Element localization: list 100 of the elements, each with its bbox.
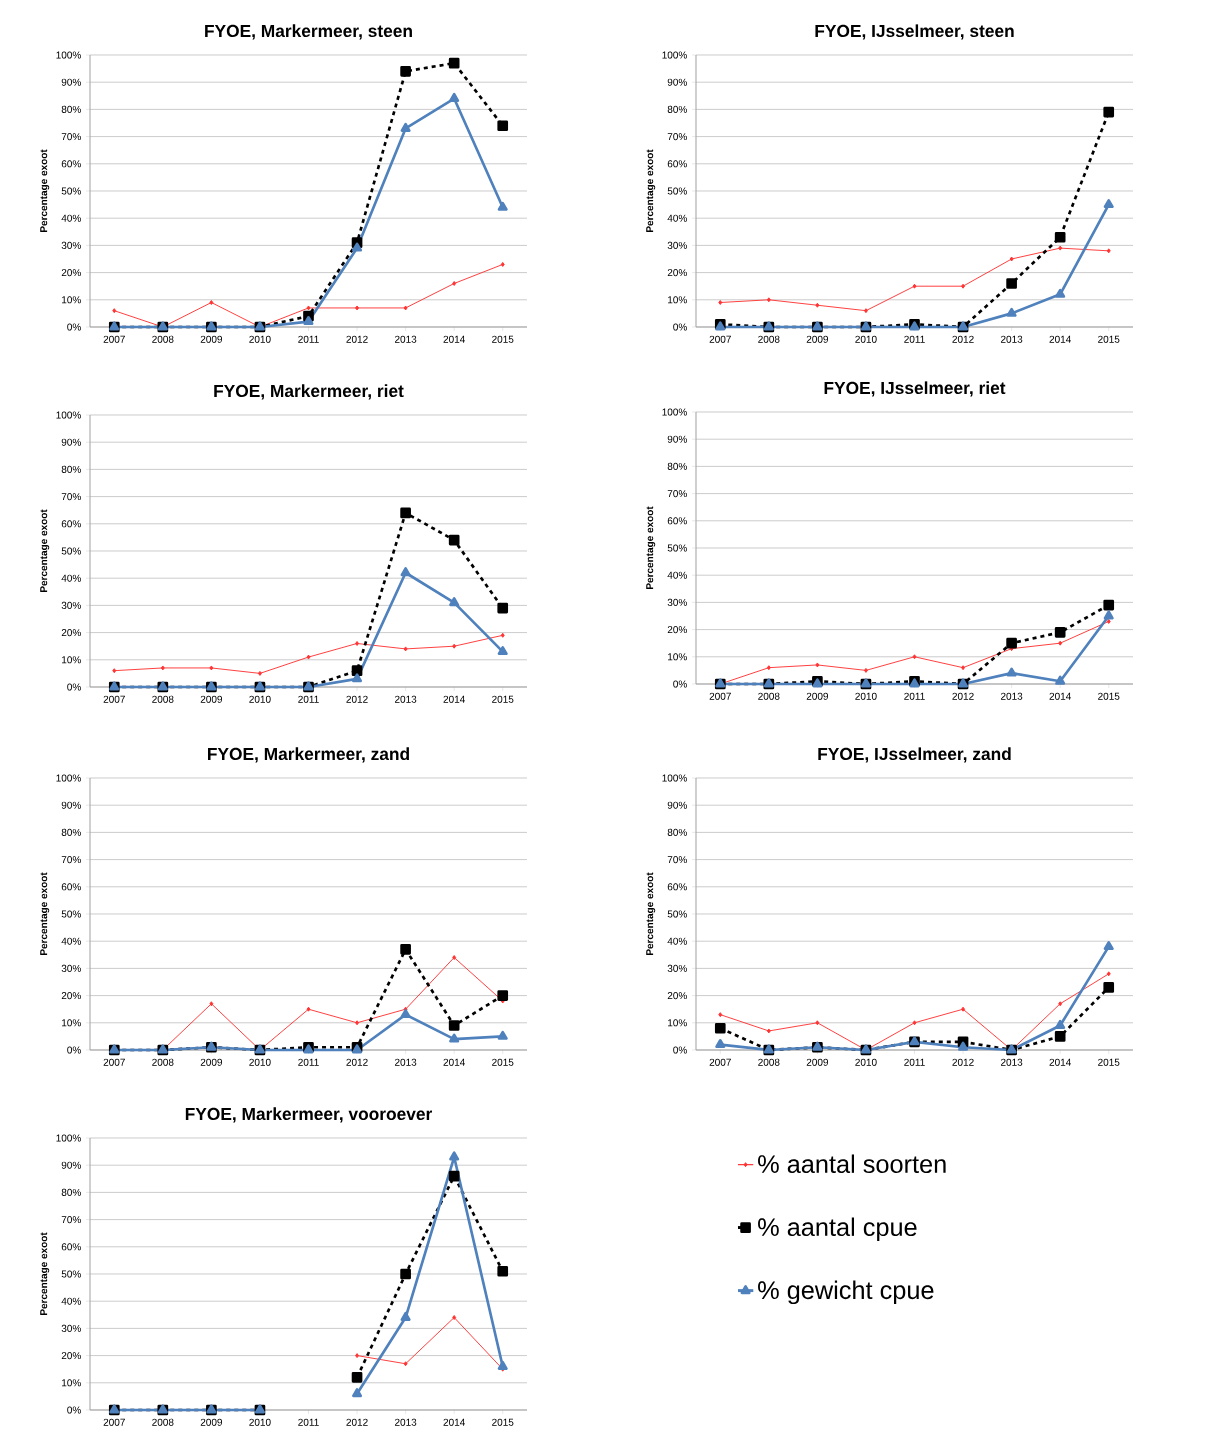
y-tick-label: 100%: [56, 411, 81, 419]
chart-title: FYOE, IJsselmeer, steen: [815, 24, 1014, 40]
y-tick-label: 20%: [667, 269, 687, 277]
y-tick-label: 80%: [61, 465, 81, 473]
legend-label: % aantal soorten: [758, 1154, 946, 1174]
x-tick-label: 2011: [298, 335, 319, 343]
y-tick-label: 0%: [673, 323, 687, 331]
y-tick-label: 90%: [667, 78, 687, 86]
y-tick-label: 20%: [667, 992, 687, 1000]
y-tick-label: 80%: [667, 105, 687, 113]
x-tick-label: 2008: [152, 695, 174, 703]
y-tick-label: 20%: [61, 269, 81, 277]
x-tick-label: 2012: [346, 695, 368, 703]
y-tick-label: 50%: [667, 910, 687, 918]
y-tick-label: 0%: [67, 323, 81, 331]
x-tick-label: 2010: [855, 692, 877, 700]
y-tick-label: 10%: [668, 653, 687, 661]
y-tick-label: 20%: [61, 629, 81, 637]
y-tick-label: 60%: [667, 160, 687, 168]
y-tick-label: 50%: [667, 544, 687, 552]
x-tick-label: 2007: [103, 695, 125, 703]
chart-title: FYOE, Markermeer, riet: [214, 384, 404, 400]
y-tick-label: 0%: [673, 680, 687, 688]
y-tick-label: 40%: [667, 937, 687, 945]
y-tick-label: 50%: [61, 547, 81, 555]
y-tick-label: 100%: [56, 51, 81, 59]
y-tick-label: 30%: [667, 241, 687, 249]
x-tick-label: 2008: [152, 1058, 174, 1066]
y-tick-label: 70%: [61, 856, 81, 864]
y-tick-label: 90%: [61, 438, 81, 446]
x-tick-label: 2009: [200, 335, 223, 343]
x-tick-label: 2008: [758, 692, 780, 700]
y-tick-label: 30%: [667, 964, 687, 972]
y-tick-label: 0%: [67, 683, 81, 691]
y-tick-label: 50%: [61, 187, 81, 195]
x-tick-label: 2014: [1049, 1058, 1071, 1066]
x-tick-label: 2013: [1000, 335, 1023, 343]
y-tick-label: 30%: [61, 964, 81, 972]
y-tick-label: 90%: [61, 801, 81, 809]
x-tick-label: 2012: [346, 1418, 368, 1426]
x-tick-label: 2013: [1000, 692, 1023, 700]
x-tick-label: 2014: [1049, 335, 1071, 343]
y-tick-label: 0%: [673, 1046, 687, 1054]
y-tick-label: 70%: [61, 493, 81, 501]
x-tick-label: 2007: [709, 335, 731, 343]
y-tick-label: 60%: [61, 1243, 81, 1251]
x-tick-label: 2009: [806, 692, 829, 700]
x-tick-label: 2008: [758, 1058, 780, 1066]
x-tick-label: 2015: [492, 335, 514, 343]
x-tick-label: 2007: [103, 1058, 125, 1066]
x-tick-label: 2015: [1098, 1058, 1120, 1066]
y-tick-label: 20%: [667, 626, 687, 634]
y-tick-label: 90%: [667, 435, 687, 443]
x-tick-label: 2010: [249, 695, 271, 703]
y-tick-label: 10%: [62, 1019, 81, 1027]
y-axis-title: Percentage exoot: [40, 509, 50, 593]
x-tick-label: 2008: [152, 335, 174, 343]
y-tick-label: 20%: [61, 1352, 81, 1360]
y-tick-label: 100%: [662, 408, 687, 416]
y-tick-label: 60%: [61, 520, 81, 528]
x-tick-label: 2010: [249, 1058, 271, 1066]
chart-title: FYOE, Markermeer, zand: [208, 747, 409, 763]
y-axis-title: Percentage exoot: [646, 149, 656, 233]
y-tick-label: 80%: [61, 1188, 81, 1196]
y-tick-label: 70%: [61, 133, 81, 141]
x-tick-label: 2007: [709, 692, 731, 700]
y-tick-label: 10%: [668, 296, 687, 304]
x-tick-label: 2015: [492, 695, 514, 703]
y-tick-label: 10%: [62, 296, 81, 304]
y-tick-label: 80%: [667, 828, 687, 836]
x-tick-label: 2011: [904, 692, 925, 700]
x-tick-label: 2014: [443, 335, 465, 343]
x-tick-label: 2015: [1098, 692, 1120, 700]
y-tick-label: 30%: [61, 1324, 81, 1332]
y-tick-label: 40%: [61, 214, 81, 222]
y-tick-label: 90%: [61, 1161, 81, 1169]
y-axis-title: Percentage exoot: [40, 872, 50, 956]
y-tick-label: 60%: [667, 883, 687, 891]
x-tick-label: 2009: [806, 1058, 829, 1066]
y-tick-label: 10%: [668, 1019, 687, 1027]
y-tick-label: 60%: [61, 160, 81, 168]
y-tick-label: 100%: [662, 51, 687, 59]
y-tick-label: 40%: [61, 574, 81, 582]
y-axis-title: Percentage exoot: [646, 506, 656, 590]
legend-label: % aantal cpue: [758, 1217, 917, 1242]
x-tick-label: 2011: [904, 1058, 925, 1066]
y-tick-label: 50%: [61, 910, 81, 918]
x-tick-label: 2012: [346, 335, 368, 343]
y-tick-label: 60%: [61, 883, 81, 891]
legend-label: % gewicht cpue: [758, 1280, 934, 1305]
x-tick-label: 2012: [346, 1058, 368, 1066]
x-tick-label: 2014: [443, 1418, 465, 1426]
x-tick-label: 2015: [492, 1058, 514, 1066]
y-tick-label: 90%: [667, 801, 687, 809]
y-tick-label: 100%: [56, 1134, 81, 1142]
x-tick-label: 2007: [103, 335, 125, 343]
x-tick-label: 2010: [249, 335, 271, 343]
x-tick-label: 2013: [394, 335, 417, 343]
x-tick-label: 2013: [394, 1418, 417, 1426]
x-tick-label: 2009: [200, 1418, 223, 1426]
